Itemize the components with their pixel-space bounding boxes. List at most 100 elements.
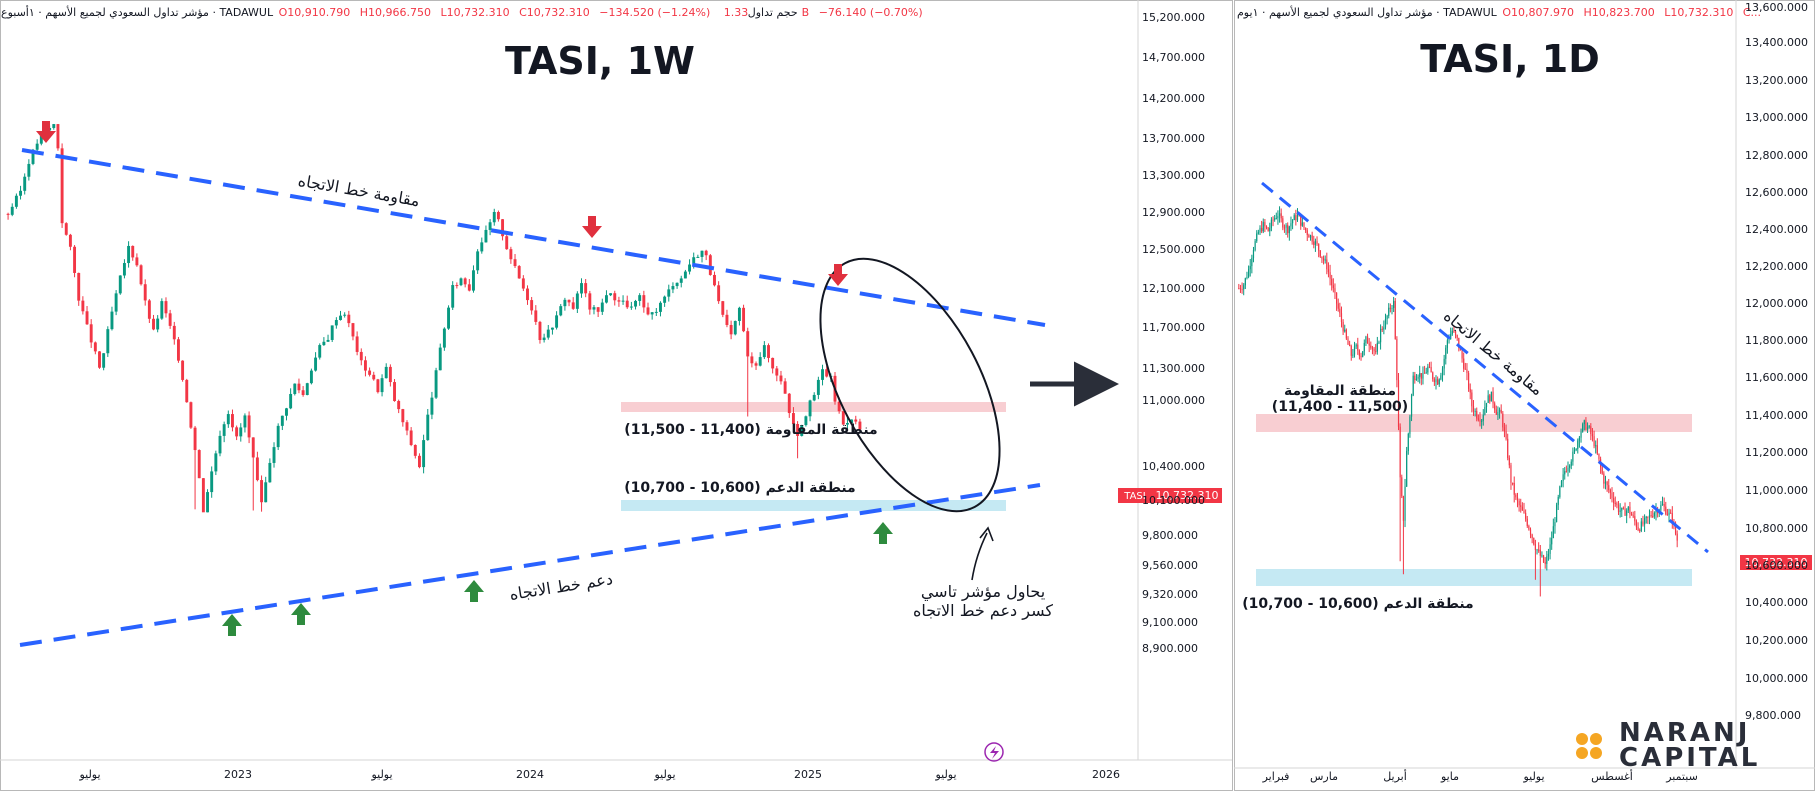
candle — [463, 277, 467, 288]
candle — [89, 319, 93, 348]
candle-body — [1296, 214, 1299, 221]
candle — [1349, 340, 1351, 347]
candle-body — [1564, 471, 1566, 475]
candle-body — [1432, 372, 1434, 380]
candle-body — [1309, 235, 1312, 238]
daily-resistance-trendline — [1261, 181, 1709, 554]
candle — [1544, 557, 1546, 569]
candle-body — [1389, 307, 1391, 309]
candle — [1560, 480, 1563, 488]
candle-body — [143, 284, 147, 301]
candle — [1551, 531, 1553, 550]
candle-body — [559, 306, 563, 316]
time-tick-label: أبريل — [1383, 769, 1407, 783]
candle-body — [1495, 409, 1497, 415]
candle — [1321, 256, 1323, 263]
candle — [1368, 338, 1370, 353]
candle-body — [260, 480, 264, 503]
candle-body — [1277, 216, 1279, 219]
candle-body — [363, 360, 367, 371]
candle — [654, 307, 658, 317]
candle — [800, 424, 804, 437]
candle-body — [1425, 372, 1427, 374]
daily-header: مؤشر تداول السعودي لجميع الأسهم · ١يوم ·… — [1237, 5, 1761, 19]
candle-body — [1593, 436, 1595, 447]
candle — [1249, 258, 1251, 277]
candle — [1340, 306, 1343, 328]
candle — [1278, 206, 1281, 223]
candle — [638, 293, 642, 306]
candle — [559, 303, 563, 317]
candle-body — [472, 270, 475, 291]
candle-body — [1331, 278, 1333, 286]
candle — [422, 434, 426, 474]
candle-body — [355, 336, 359, 352]
candle-body — [1352, 354, 1354, 356]
candle — [301, 386, 305, 397]
candle — [808, 399, 812, 422]
candle — [1510, 462, 1512, 490]
candle-body — [1291, 220, 1294, 224]
candle-body — [592, 307, 596, 310]
candle — [1630, 511, 1633, 516]
candle — [343, 312, 347, 318]
price-tick-label: 13,200.000 — [1745, 74, 1808, 87]
weekly-resistance-zone — [621, 402, 1006, 412]
candle — [1397, 373, 1400, 431]
candle — [1619, 503, 1621, 518]
candle-body — [280, 415, 284, 426]
candle — [326, 334, 330, 342]
candle-body — [1647, 516, 1649, 518]
candle — [779, 370, 783, 385]
price-tick-label: 12,400.000 — [1745, 223, 1808, 236]
candle — [1339, 302, 1341, 318]
candle — [6, 212, 10, 220]
weekly-header-low: L10,732.310 — [441, 6, 510, 19]
candle — [1277, 210, 1279, 225]
candle-body — [1560, 481, 1563, 487]
candle-body — [1661, 503, 1664, 506]
candle — [1500, 404, 1502, 414]
candle — [1575, 448, 1577, 452]
candle-body — [1443, 358, 1445, 369]
candle — [1586, 422, 1589, 434]
candle-body — [1525, 512, 1527, 519]
candle-body — [1487, 395, 1489, 403]
candle-body — [1423, 372, 1426, 374]
price-tick-label: 9,320.000 — [1142, 588, 1198, 601]
candle-body — [1349, 344, 1351, 346]
candle-body — [1572, 451, 1574, 462]
candle — [14, 193, 18, 209]
lightning-icon[interactable] — [984, 742, 1004, 762]
candle — [322, 337, 326, 346]
candle — [1425, 367, 1427, 374]
candle-body — [31, 149, 35, 164]
candle — [1624, 502, 1626, 516]
candle-body — [679, 278, 683, 283]
candle — [1502, 411, 1504, 432]
candle — [1264, 219, 1266, 233]
candle — [1668, 508, 1670, 523]
candle — [821, 364, 824, 386]
candle-body — [1274, 218, 1276, 220]
candle — [742, 304, 746, 333]
candle — [580, 278, 583, 298]
candle — [1482, 409, 1484, 426]
candle — [81, 296, 85, 315]
candle — [93, 341, 97, 355]
candle-body — [1634, 516, 1636, 522]
candle-body — [841, 411, 845, 425]
candle — [1358, 349, 1361, 360]
down-arrow-icon — [582, 216, 602, 238]
candle-body — [1246, 276, 1248, 279]
candle-body — [1666, 514, 1669, 516]
candle — [659, 301, 662, 317]
candle-body — [1459, 347, 1462, 351]
candle — [1412, 371, 1414, 397]
candle-body — [1340, 313, 1343, 322]
candle — [1259, 225, 1261, 235]
candle — [1386, 314, 1388, 325]
candle-body — [1433, 379, 1435, 383]
candle — [405, 420, 409, 436]
candle — [451, 281, 455, 310]
